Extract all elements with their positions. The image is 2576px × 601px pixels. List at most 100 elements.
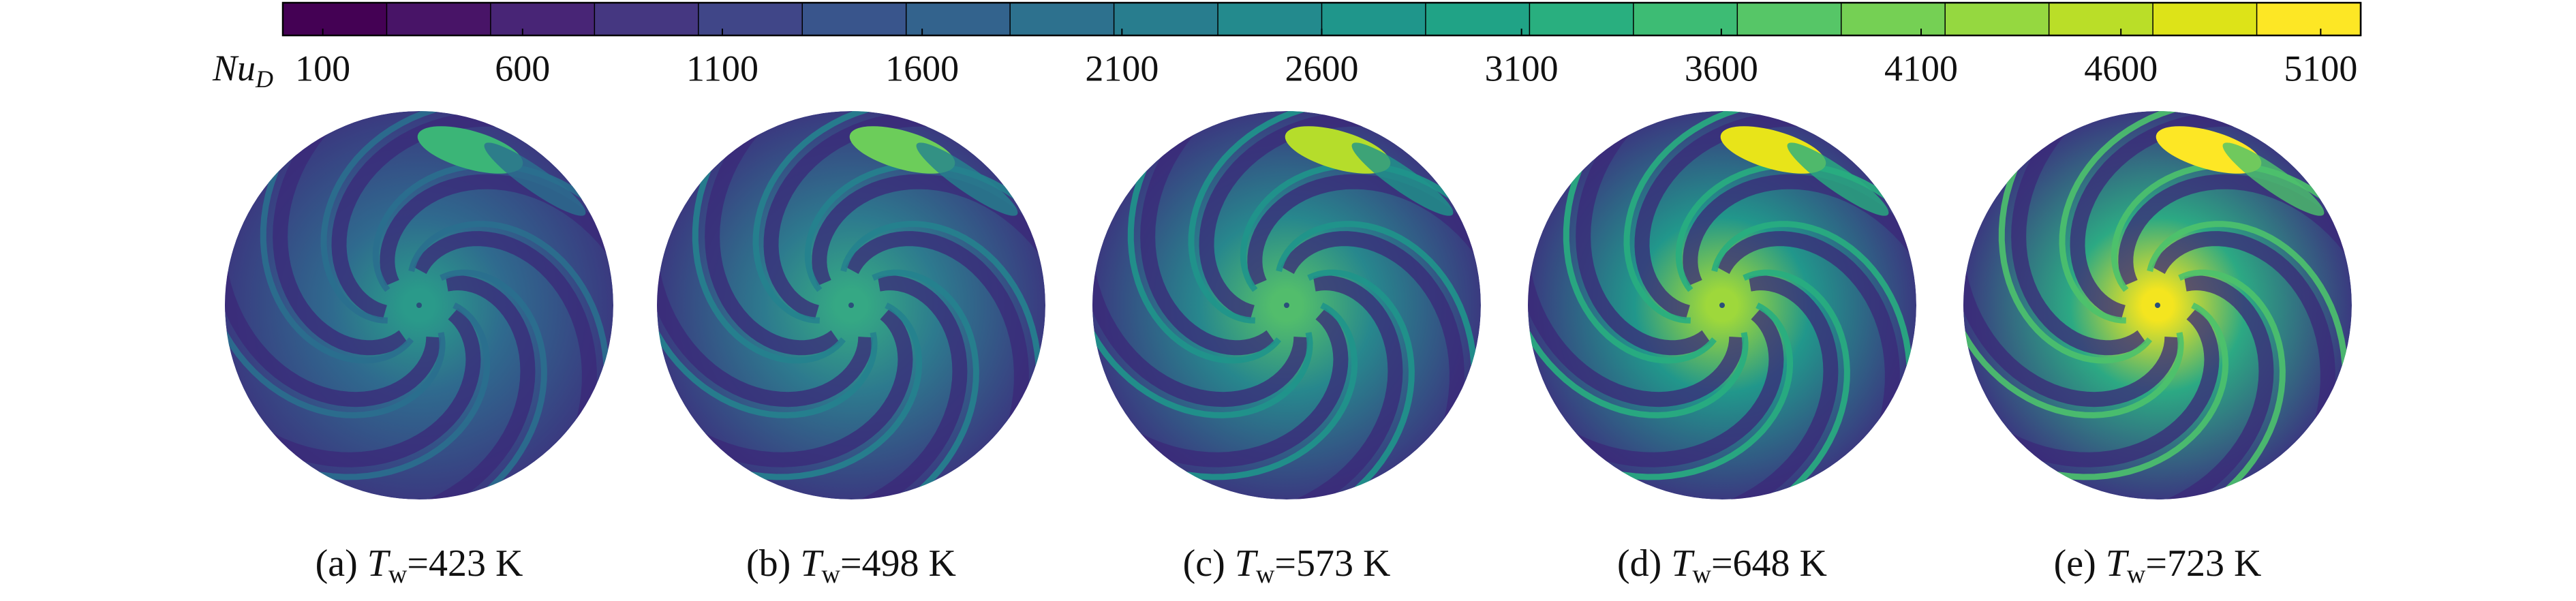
spiral-arm-dark <box>657 308 913 467</box>
spiral-arm <box>1559 303 1794 480</box>
spiral-arm <box>1276 221 1478 431</box>
spiral-arm <box>372 161 613 292</box>
spiral-arm <box>1736 269 1850 499</box>
spiral-arm <box>1092 271 1313 418</box>
spiral-arm-dark <box>1682 275 1839 499</box>
disk <box>225 111 613 499</box>
spiral-arm-dark <box>1199 111 1417 320</box>
spiral-arm <box>2147 221 2349 431</box>
colorbar-segment <box>905 2 1011 36</box>
spiral-arm <box>408 221 611 431</box>
colorbar-segment <box>1633 2 1738 36</box>
colorbar-segment <box>282 2 388 36</box>
spiral-arm-dark <box>1528 219 1745 407</box>
colorbar-segment <box>594 2 700 36</box>
caption-symbol: T <box>2106 542 2130 585</box>
caption-value: =648 K <box>1711 542 1827 585</box>
colorbar-tick-label: 3600 <box>1685 48 1758 89</box>
panel-caption: (d) Tw=648 K <box>1617 542 1827 589</box>
colorbar-segment <box>698 2 803 36</box>
spiral-arm <box>1711 221 1914 431</box>
spiral-arm-dark <box>1963 308 2220 467</box>
caption-value: =573 K <box>1274 542 1390 585</box>
caption-subscript: w <box>1256 560 1275 589</box>
spiral-arm <box>840 221 1043 431</box>
colorbar-tick-label: 1600 <box>885 48 959 89</box>
spiral-arm <box>1188 111 1368 324</box>
spiral-arm <box>688 303 923 480</box>
spiral-arm-dark <box>1247 174 1481 298</box>
spiral-arm <box>2111 161 2352 292</box>
spiral-arm <box>657 271 878 418</box>
hot-trail <box>484 142 586 216</box>
caption-subscript: w <box>1692 560 1711 589</box>
colorbar-tick-label: 1100 <box>686 48 758 89</box>
spiral-arm-dark <box>380 174 613 298</box>
colorbar-segment <box>490 2 596 36</box>
spiral-arm-dark <box>2011 111 2147 356</box>
colorbar-segment <box>801 2 907 36</box>
spiral-arm <box>1123 303 1358 480</box>
spiral-arm-dark <box>1092 308 1349 467</box>
spiral-arm <box>1623 111 1804 324</box>
spiral-arm-dark <box>1281 231 1465 474</box>
spiral-arm <box>1563 112 1717 364</box>
disk <box>1092 111 1481 499</box>
spiral-arm <box>1528 271 1749 418</box>
spiral-arm <box>256 303 491 480</box>
colorbar-segment <box>1529 2 1635 36</box>
spiral-arm-dark <box>1963 219 2180 407</box>
spiral-arm-dark <box>1528 308 1784 467</box>
center-spot <box>848 303 854 308</box>
spiral-arm <box>1675 161 1916 292</box>
spiral-arm <box>2171 269 2286 499</box>
caption-subscript: w <box>821 560 840 589</box>
colorbar-tick-label: 3100 <box>1485 48 1559 89</box>
center-spot <box>1284 303 1289 308</box>
spiral-arm <box>2059 111 2239 324</box>
colorbar-tick-label: 4100 <box>1884 48 1958 89</box>
caption-value: =423 K <box>407 542 523 585</box>
caption-label: (c) <box>1183 542 1225 585</box>
spiral-arm-dark <box>2117 275 2274 499</box>
colorbar-label-subscript: D <box>255 65 273 93</box>
colorbar-tick-label: 100 <box>295 48 350 89</box>
spiral-arm-dark <box>2151 231 2335 474</box>
hot-trail <box>916 142 1018 216</box>
caption-subscript: w <box>2127 560 2146 589</box>
colorbar-tick-label: 5100 <box>2284 48 2357 89</box>
spiral-arm-dark <box>1576 111 1711 356</box>
panel-caption: (b) Tw=498 K <box>746 542 956 589</box>
caption-symbol: T <box>800 542 824 585</box>
spiral-arm-dark <box>331 111 550 320</box>
colorbar-segment <box>2256 2 2362 36</box>
spiral-arm-dark <box>273 111 408 356</box>
caption-label: (e) <box>2054 542 2096 585</box>
colorbar-segment <box>1321 2 1427 36</box>
spiral-arm-dark <box>657 219 874 407</box>
spiral-arm <box>260 112 414 364</box>
caption-value: =498 K <box>840 542 956 585</box>
spiral-arm-dark <box>1246 275 1403 499</box>
spiral-arm <box>692 112 846 364</box>
spiral-arm-dark <box>2118 174 2352 298</box>
spiral-arm-dark <box>413 231 597 474</box>
disk <box>1963 111 2352 499</box>
spiral-arm-dark <box>225 308 481 467</box>
hot-trail <box>1787 142 1889 216</box>
hot-trail <box>1351 142 1454 216</box>
spiral-arm-dark <box>705 111 840 356</box>
spiral-arm-dark <box>1634 111 1853 320</box>
colorbar-segment <box>1736 2 1843 36</box>
panel-caption: (e) Tw=723 K <box>2054 542 2262 589</box>
hot-trail <box>2222 142 2325 216</box>
disk <box>1528 111 1916 499</box>
spiral-arm-dark <box>763 111 982 320</box>
colorbar-segment <box>1113 2 1219 36</box>
colorbar-segment <box>1841 2 1946 36</box>
caption-label: (b) <box>746 542 791 585</box>
center-spot <box>416 303 422 308</box>
colorbar-segment <box>1944 2 2050 36</box>
